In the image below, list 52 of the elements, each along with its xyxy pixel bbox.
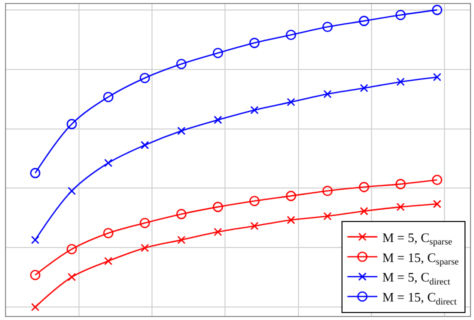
point [249, 196, 260, 206]
point [31, 236, 40, 244]
point [140, 244, 149, 252]
point [214, 116, 222, 124]
point [286, 216, 296, 224]
point [358, 182, 370, 192]
point [176, 58, 187, 70]
point [30, 168, 40, 178]
point [360, 84, 368, 92]
point [322, 186, 333, 196]
point [177, 126, 186, 136]
point [103, 92, 114, 102]
point [396, 78, 405, 86]
point [432, 72, 442, 82]
point [286, 98, 296, 106]
legend-label: M = 5, C$_{sparse}$ [382, 230, 452, 247]
point [358, 16, 370, 26]
point [432, 174, 442, 186]
point [432, 200, 442, 208]
point [31, 302, 40, 312]
point [104, 256, 112, 266]
point [249, 38, 260, 48]
legend-label: M = 15, C$_{sparse}$ [382, 250, 459, 267]
point [68, 186, 76, 196]
point [30, 270, 40, 280]
point [68, 272, 76, 282]
point [323, 90, 332, 98]
point [323, 212, 332, 220]
point [250, 106, 259, 114]
point [360, 206, 368, 216]
point [104, 158, 112, 168]
point [250, 222, 259, 230]
point [140, 140, 149, 150]
point [212, 48, 224, 58]
point [66, 118, 77, 130]
legend-label: M = 5, C$_{direct}$ [382, 270, 451, 286]
point [396, 202, 405, 212]
point [177, 236, 186, 244]
point [395, 10, 406, 20]
point [212, 202, 224, 212]
point [322, 22, 333, 32]
point [432, 4, 442, 16]
point [140, 72, 150, 84]
point [176, 208, 187, 220]
point [66, 244, 77, 254]
point [214, 228, 222, 236]
point [286, 190, 296, 202]
point [395, 178, 406, 190]
point [103, 228, 114, 238]
legend-label: M = 15, C$_{direct}$ [382, 290, 458, 306]
point [286, 30, 296, 40]
point [140, 218, 150, 228]
